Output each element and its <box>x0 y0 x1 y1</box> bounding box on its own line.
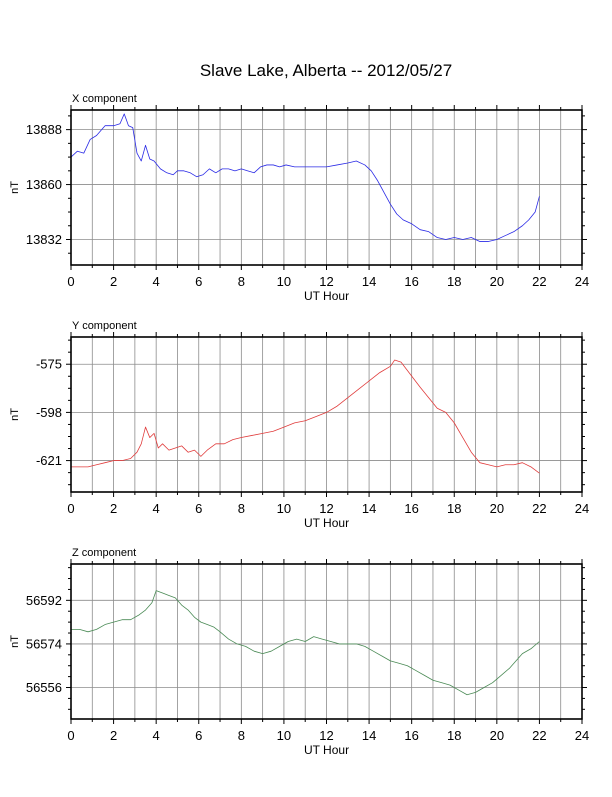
x-tick-label: 18 <box>447 274 461 289</box>
x-tick-label: 8 <box>238 728 245 743</box>
x-tick-label: 0 <box>67 274 74 289</box>
x-tick-label: 14 <box>362 728 376 743</box>
y-tick-label: 56574 <box>26 636 62 651</box>
x-tick-label: 24 <box>575 501 589 516</box>
x-tick-label: 10 <box>277 274 291 289</box>
x-axis-label: UT Hour <box>304 743 349 757</box>
x-tick-label: 2 <box>110 728 117 743</box>
x-tick-label: 8 <box>238 274 245 289</box>
y-axis-label: nT <box>9 408 21 421</box>
panel-title: X component <box>72 93 137 105</box>
x-tick-label: 2 <box>110 274 117 289</box>
y-tick-label: -575 <box>36 357 62 372</box>
y-tick-label: 13888 <box>26 122 62 137</box>
x-tick-label: 12 <box>319 501 333 516</box>
y-tick-label: 56592 <box>26 593 62 608</box>
y-tick-label: -598 <box>36 405 62 420</box>
x-tick-label: 4 <box>153 501 160 516</box>
y-tick-label: 56556 <box>26 680 62 695</box>
x-axis-label: UT Hour <box>304 516 349 530</box>
page-title: Slave Lake, Alberta -- 2012/05/27 <box>200 61 452 80</box>
panel-title: Z component <box>72 547 136 559</box>
x-tick-label: 12 <box>319 728 333 743</box>
y-tick-label: 13860 <box>26 177 62 192</box>
x-tick-label: 20 <box>490 274 504 289</box>
x-tick-label: 8 <box>238 501 245 516</box>
x-tick-label: 16 <box>404 274 418 289</box>
x-tick-label: 20 <box>490 501 504 516</box>
x-tick-label: 16 <box>404 728 418 743</box>
x-tick-label: 20 <box>490 728 504 743</box>
x-tick-label: 6 <box>195 728 202 743</box>
x-tick-label: 14 <box>362 274 376 289</box>
series-line <box>70 113 540 242</box>
x-tick-label: 22 <box>532 728 546 743</box>
x-tick-label: 2 <box>110 501 117 516</box>
x-tick-label: 6 <box>195 501 202 516</box>
x-tick-label: 12 <box>319 274 333 289</box>
x-tick-label: 24 <box>575 728 589 743</box>
y-axis-label: nT <box>9 181 21 194</box>
x-tick-label: 22 <box>532 274 546 289</box>
x-tick-label: 4 <box>153 274 160 289</box>
x-tick-label: 6 <box>195 274 202 289</box>
series-line <box>71 359 540 474</box>
x-tick-label: 10 <box>277 728 291 743</box>
x-tick-label: 0 <box>67 501 74 516</box>
x-tick-label: 0 <box>67 728 74 743</box>
x-tick-label: 14 <box>362 501 376 516</box>
x-axis-label: UT Hour <box>304 289 349 303</box>
series-line <box>71 590 540 696</box>
x-tick-label: 16 <box>404 501 418 516</box>
x-tick-label: 18 <box>447 501 461 516</box>
x-tick-label: 4 <box>153 728 160 743</box>
y-axis-label: nT <box>9 635 21 648</box>
x-tick-label: 18 <box>447 728 461 743</box>
y-tick-label: -621 <box>36 453 62 468</box>
x-tick-label: 22 <box>532 501 546 516</box>
x-tick-label: 10 <box>277 501 291 516</box>
x-tick-label: 24 <box>575 274 589 289</box>
y-tick-label: 13832 <box>26 232 62 247</box>
panel-title: Y component <box>72 320 137 332</box>
